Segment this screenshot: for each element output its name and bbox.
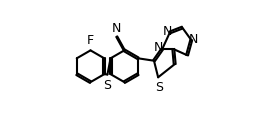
Text: N: N [189, 33, 198, 46]
Text: N: N [163, 25, 172, 38]
Text: F: F [86, 34, 93, 47]
Text: N: N [154, 41, 163, 54]
Text: S: S [155, 81, 163, 94]
Text: N: N [111, 22, 121, 34]
Text: S: S [104, 79, 111, 92]
